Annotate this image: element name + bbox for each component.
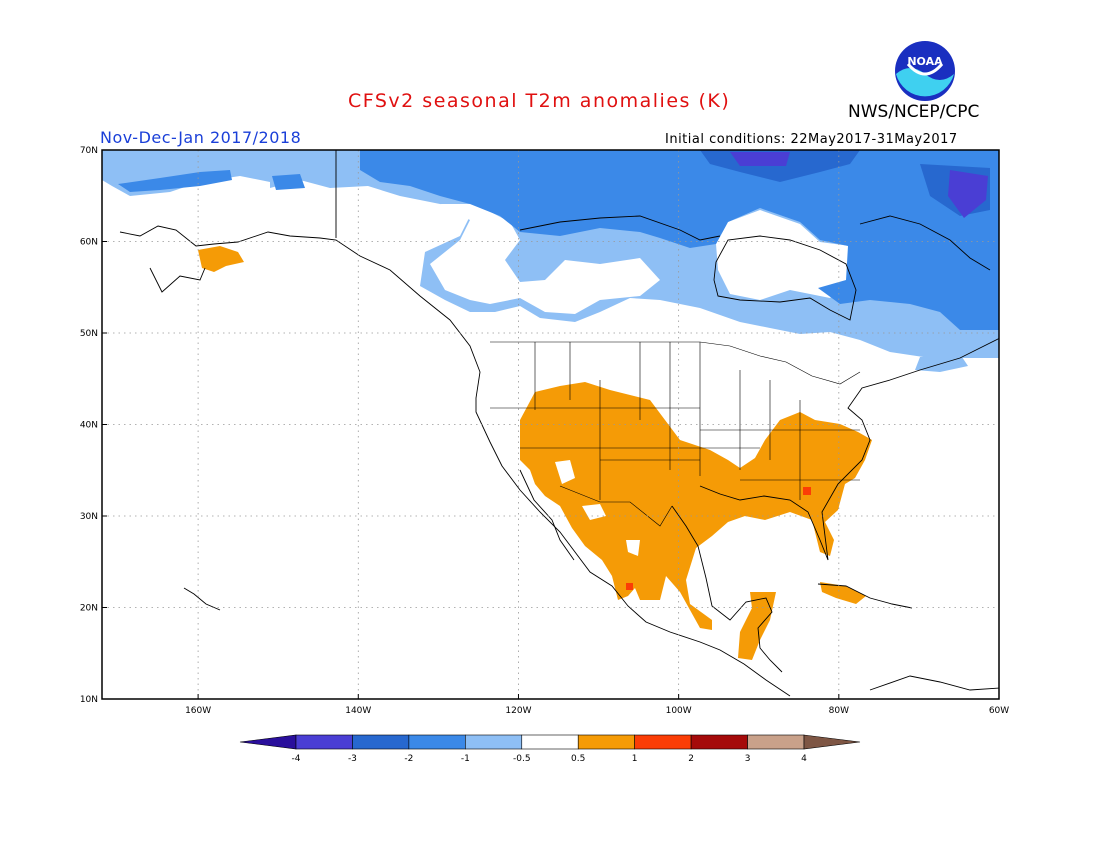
legend-label: -2 [404, 754, 413, 764]
color-legend: -4 -3 -2 -1 -0.5 0.5 1 2 3 4 [239, 734, 861, 764]
legend-swatch [747, 734, 805, 750]
legend-label: 2 [688, 754, 694, 764]
lat-tick-label: 70N [80, 146, 98, 156]
anomaly-mid-blue [118, 150, 999, 330]
anomaly-red [626, 487, 811, 590]
legend-label: -0.5 [513, 754, 531, 764]
legend-swatch [408, 734, 466, 750]
legend-label: 0.5 [571, 754, 585, 764]
lon-tick-label: 120W [505, 706, 531, 716]
legend-swatch [803, 734, 861, 750]
lon-tick-label: 100W [666, 706, 692, 716]
gridlines [102, 150, 999, 699]
lon-tick-label: 160W [185, 706, 211, 716]
boundaries [490, 341, 861, 527]
anomaly-orange [198, 246, 872, 660]
legend-swatch [521, 734, 579, 750]
legend-label: -3 [348, 754, 357, 764]
lat-tick-label: 40N [80, 421, 98, 431]
legend-swatch [239, 734, 297, 750]
legend-label: -4 [292, 754, 301, 764]
legend-swatch [295, 734, 353, 750]
legend-label: 1 [632, 754, 638, 764]
coastlines [119, 150, 999, 697]
lat-tick-label: 30N [80, 512, 98, 522]
legend-swatch [634, 734, 692, 750]
logo-text: NOAA [907, 55, 943, 68]
legend-label: 4 [801, 754, 807, 764]
lon-tick-label: 140W [345, 706, 371, 716]
anomaly-violet [730, 152, 988, 218]
anomaly-warm-holes [555, 460, 640, 556]
agency-label: NWS/NCEP/CPC [848, 102, 980, 122]
lat-tick-label: 20N [80, 604, 98, 614]
latitude-labels: 70N 60N 50N 40N 30N 20N 10N [80, 146, 107, 705]
lon-tick-label: 60W [989, 706, 1009, 716]
lon-tick-label: 80W [829, 706, 849, 716]
lat-tick-label: 10N [80, 695, 98, 705]
lat-tick-label: 50N [80, 329, 98, 339]
legend-swatch [465, 734, 523, 750]
legend-swatch [352, 734, 410, 750]
chart-title: CFSv2 seasonal T2m anomalies (K) [348, 90, 731, 112]
initial-conditions: Initial conditions: 22May2017-31May2017 [665, 132, 958, 147]
legend-label: 3 [745, 754, 751, 764]
legend-swatch [577, 734, 635, 750]
legend-swatch [690, 734, 748, 750]
legend-label: -1 [461, 754, 470, 764]
forecast-period: Nov-Dec-Jan 2017/2018 [100, 128, 302, 147]
noaa-logo: NOAA [895, 41, 955, 101]
lat-tick-label: 60N [80, 238, 98, 248]
longitude-labels: 160W 140W 120W 100W 80W 60W [185, 694, 1009, 716]
